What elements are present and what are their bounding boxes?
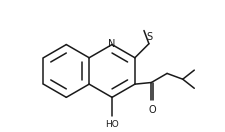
Text: S: S [147, 32, 153, 42]
Text: HO: HO [105, 120, 119, 129]
Text: N: N [108, 39, 116, 49]
Text: O: O [148, 105, 156, 115]
